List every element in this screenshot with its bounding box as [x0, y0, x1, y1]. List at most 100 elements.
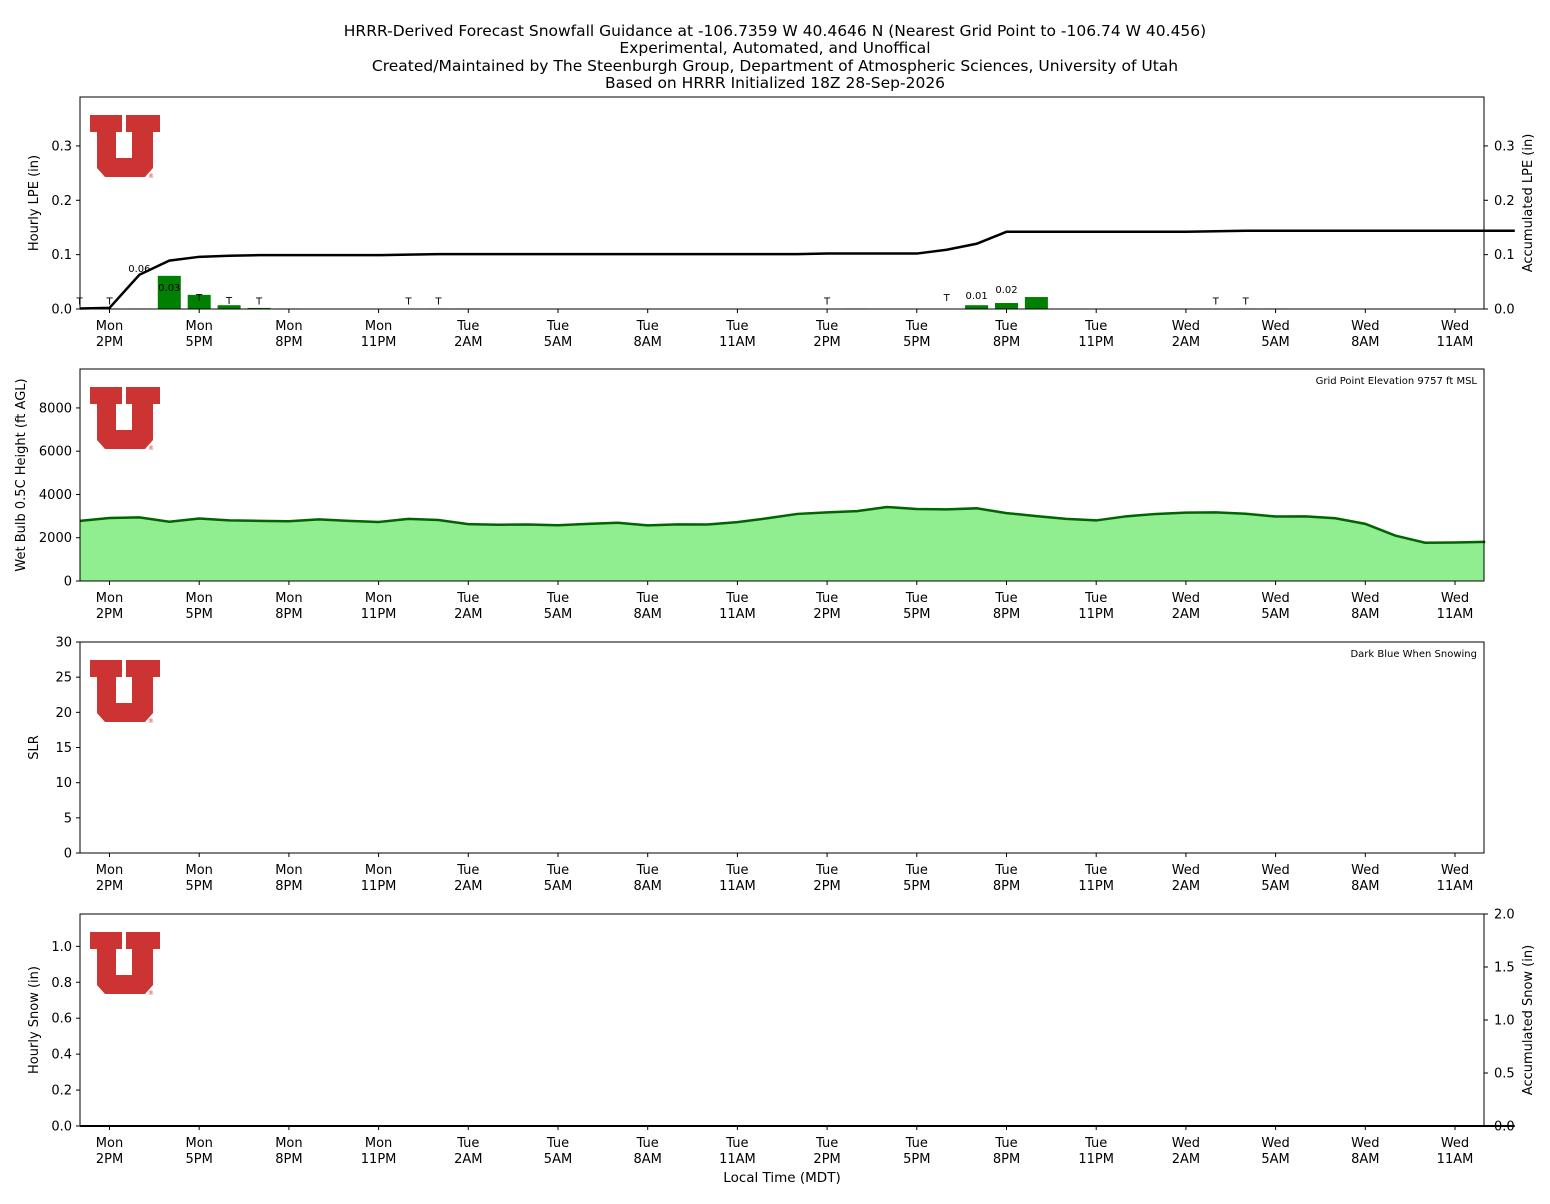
x-tick-label-day: Mon — [185, 863, 212, 878]
y-right-tick-label: 0.3 — [1494, 139, 1515, 154]
y-tick-label: 25 — [55, 671, 72, 686]
y-tick-label: 0.8 — [51, 976, 72, 991]
x-tick-label-day: Tue — [725, 863, 748, 878]
y-right-tick-label: 1.5 — [1494, 961, 1515, 976]
x-tick-label-time: 11PM — [1078, 1152, 1114, 1167]
x-tick-label-time: 2AM — [1172, 879, 1200, 894]
y-tick-label: 10 — [55, 776, 72, 791]
title-line-3: Created/Maintained by The Steenburgh Gro… — [372, 57, 1178, 75]
y-tick-label: 0.3 — [51, 139, 72, 154]
y-tick-label: 1.0 — [51, 940, 72, 955]
chart-panels: T T0.060.03T T T T T T T 0.010.02T TMon2PMMon5PMM… — [14, 96, 1536, 1168]
y-tick-label: 0.2 — [51, 1084, 72, 1099]
x-tick-label-day: Tue — [1084, 1136, 1107, 1151]
x-tick-label-time: 2AM — [1172, 607, 1200, 622]
x-tick-label-time: 8PM — [275, 335, 302, 350]
x-tick-label-time: 5PM — [903, 335, 930, 350]
x-tick-label-day: Tue — [725, 591, 748, 606]
x-tick-label-day: Tue — [725, 319, 748, 334]
x-tick-label-time: 5AM — [1261, 335, 1289, 350]
y-right-tick-label: 1.0 — [1494, 1014, 1515, 1029]
lpe-bar-label: T — [1212, 296, 1220, 307]
x-tick-label-day: Tue — [815, 1136, 838, 1151]
x-tick-label-time: 5PM — [186, 607, 213, 622]
x-tick-label-time: 11AM — [719, 607, 756, 622]
x-tick-label-time: 2AM — [454, 607, 482, 622]
plot-frame — [79, 368, 1485, 582]
y-tick-label: 5 — [64, 811, 72, 826]
panel-slr: Mon2PMMon5PMMon8PMMon11PMTue2AMTue5AMTue… — [27, 636, 1485, 894]
y-right-tick-label: 0.0 — [1494, 303, 1515, 318]
plot-frame — [79, 641, 1485, 854]
title-line-2: Experimental, Automated, and Unoffical — [619, 39, 930, 57]
lpe-bar-label: T — [225, 296, 233, 307]
lpe-bar — [1024, 297, 1048, 309]
registered-mark-icon: ® — [148, 173, 154, 180]
x-tick-label-day: Mon — [275, 863, 302, 878]
x-tick-label-time: 2AM — [454, 335, 482, 350]
x-tick-label-day: Wed — [1441, 591, 1469, 606]
x-tick-label-time: 5AM — [544, 335, 572, 350]
x-tick-label-day: Tue — [815, 591, 838, 606]
x-tick-label-time: 8AM — [1351, 1152, 1379, 1167]
plot-frame — [79, 913, 1485, 1127]
x-tick-label-day: Mon — [275, 1136, 302, 1151]
y-axis-label: Hourly LPE (in) — [27, 155, 42, 251]
x-tick-label-time: 11AM — [1437, 607, 1474, 622]
lpe-bar-label: T — [943, 293, 951, 304]
y-axis-label: SLR — [27, 735, 42, 760]
x-tick-label-day: Tue — [1084, 863, 1107, 878]
y-tick-label: 2000 — [39, 531, 72, 546]
x-tick-label-day: Tue — [994, 591, 1017, 606]
y-axis-label: Hourly Snow (in) — [27, 966, 42, 1074]
x-tick-label-time: 11AM — [1437, 335, 1474, 350]
x-tick-label-day: Mon — [365, 863, 392, 878]
lpe-bar-label: 0.01 — [965, 291, 987, 302]
x-tick-label-day: Mon — [185, 1136, 212, 1151]
x-tick-label-day: Tue — [546, 863, 569, 878]
x-tick-label-day: Tue — [905, 591, 928, 606]
x-tick-label-day: Tue — [1084, 319, 1107, 334]
x-tick-label-day: Tue — [456, 1136, 479, 1151]
x-tick-label-day: Tue — [905, 319, 928, 334]
x-tick-label-day: Tue — [905, 863, 928, 878]
x-tick-label-day: Tue — [546, 319, 569, 334]
x-tick-label-time: 8PM — [993, 607, 1020, 622]
x-tick-label-day: Tue — [815, 863, 838, 878]
lpe-bar — [965, 305, 989, 309]
x-tick-label-day: Mon — [96, 319, 123, 334]
x-tick-label-time: 5PM — [186, 1152, 213, 1167]
lpe-bar — [995, 303, 1018, 309]
panel-hourly-snow: Mon2PMMon5PMMon8PMMon11PMTue2AMTue5AMTue… — [27, 908, 1536, 1168]
lpe-bar-label: T — [1242, 296, 1250, 307]
x-tick-label-day: Mon — [96, 591, 123, 606]
lpe-bar — [217, 305, 241, 309]
x-tick-label-day: Tue — [636, 319, 659, 334]
x-tick-label-time: 11PM — [1078, 607, 1114, 622]
plot-frame — [79, 96, 1485, 310]
panel-annotation: Grid Point Elevation 9757 ft MSL — [1316, 376, 1478, 387]
x-tick-label-day: Tue — [456, 863, 479, 878]
y-right-tick-label: 0.2 — [1494, 194, 1515, 209]
x-tick-label-time: 2PM — [96, 335, 123, 350]
x-tick-label-time: 5AM — [1261, 1152, 1289, 1167]
x-tick-label-time: 5PM — [903, 607, 930, 622]
panel-wet-bulb-height: Mon2PMMon5PMMon8PMMon11PMTue2AMTue5AMTue… — [14, 368, 1486, 622]
wet-bulb-area — [80, 507, 1484, 581]
x-tick-label-day: Tue — [1084, 591, 1107, 606]
block-u-icon — [90, 932, 160, 994]
x-tick-label-day: Mon — [185, 591, 212, 606]
block-u-icon — [90, 115, 160, 177]
x-tick-label-day: Wed — [1261, 863, 1289, 878]
x-tick-label-day: Mon — [365, 319, 392, 334]
y-tick-label: 0.0 — [51, 1120, 72, 1135]
x-tick-label-day: Tue — [994, 319, 1017, 334]
x-tick-label-time: 2PM — [96, 607, 123, 622]
x-tick-label-time: 8AM — [634, 1152, 662, 1167]
y-tick-label: 0.6 — [51, 1012, 72, 1027]
x-tick-label-time: 11PM — [361, 335, 397, 350]
x-tick-label-day: Tue — [905, 1136, 928, 1151]
x-tick-label-day: Wed — [1172, 319, 1200, 334]
lpe-bar-label: T — [195, 293, 203, 304]
y-tick-label: 0.4 — [51, 1048, 72, 1063]
